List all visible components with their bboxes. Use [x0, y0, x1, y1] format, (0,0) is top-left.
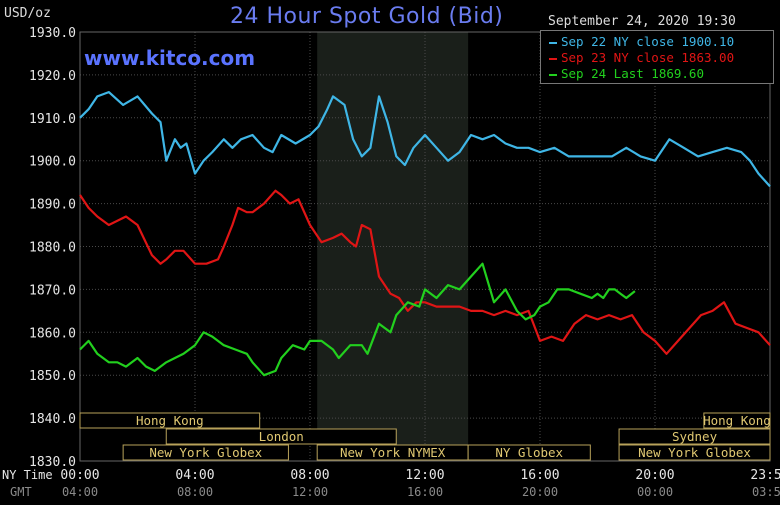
session-label: London	[259, 429, 304, 444]
session-bar-box	[618, 428, 771, 445]
x-tick-label-ny: 16:00	[520, 468, 559, 483]
x-tick-label-ny: 23:59	[750, 468, 780, 483]
y-tick-label: 1900.0	[29, 155, 76, 170]
chart-title: 24 Hour Spot Gold (Bid)	[230, 4, 504, 29]
y-tick-label: 1850.0	[29, 369, 76, 384]
price-units-label: USD/oz	[4, 6, 51, 21]
x-tick-label-gmt: 20:00	[522, 485, 558, 499]
session-label: Hong Kong	[703, 413, 771, 428]
kitco-website-link[interactable]: www.kitco.com	[84, 46, 256, 70]
y-tick-label: 1840.0	[29, 412, 76, 427]
session-bar: London	[165, 428, 397, 445]
session-label: NY Globex	[495, 445, 563, 460]
price-line-series-1	[79, 189, 771, 355]
session-bar: New York NYMEX	[316, 444, 469, 461]
x-tick-label-ny: 12:00	[405, 468, 444, 483]
x-axis-gmt-label: GMT	[10, 485, 32, 499]
x-tick-label-gmt: 03:59	[752, 485, 780, 499]
y-tick-label: 1830.0	[29, 455, 76, 470]
x-tick-label-ny: 08:00	[290, 468, 329, 483]
session-label: New York Globex	[638, 445, 751, 460]
x-tick-label-ny: 20:00	[635, 468, 674, 483]
x-tick-label-gmt: 08:00	[177, 485, 213, 499]
session-bar-box	[703, 412, 771, 429]
legend-label: Sep 24 Last 1869.60	[561, 66, 704, 81]
x-tick-label-ny: 04:00	[175, 468, 214, 483]
session-label: New York Globex	[149, 445, 262, 460]
x-tick-label-ny: 00:00	[60, 468, 99, 483]
chart-timestamp: September 24, 2020 19:30	[548, 14, 736, 29]
legend-swatch	[549, 73, 557, 76]
legend-entry-sep22: Sep 22 NY close 1900.10	[549, 34, 734, 49]
y-tick-label: 1870.0	[29, 283, 76, 298]
session-bar: Hong Kong	[79, 412, 261, 429]
legend-label: Sep 22 NY close 1900.10	[561, 34, 735, 49]
session-bar-box	[467, 444, 591, 461]
session-bar-box	[122, 444, 289, 461]
legend-swatch	[549, 57, 557, 60]
x-axis-ny-time-label: NY Time	[2, 468, 53, 482]
y-tick-label: 1910.0	[29, 112, 76, 127]
session-bar: New York Globex	[122, 444, 289, 461]
session-bar: Hong Kong	[703, 412, 771, 429]
session-bar-box	[79, 412, 261, 429]
x-tick-label-gmt: 00:00	[637, 485, 673, 499]
session-bar-box	[618, 444, 771, 461]
y-tick-label: 1930.0	[29, 26, 76, 41]
x-tick-label-gmt: 12:00	[292, 485, 328, 499]
price-line-series-2	[79, 262, 636, 377]
x-tick-label-gmt: 04:00	[62, 485, 98, 499]
session-bar: NY Globex	[467, 444, 591, 461]
y-tick-label: 1920.0	[29, 69, 76, 84]
session-label: New York NYMEX	[340, 445, 446, 460]
y-tick-label: 1880.0	[29, 241, 76, 256]
session-bar: New York Globex	[618, 444, 771, 461]
legend-label: Sep 23 NY close 1863.00	[561, 50, 735, 65]
session-bar-box	[165, 428, 397, 445]
x-tick-label-gmt: 16:00	[407, 485, 443, 499]
y-tick-label: 1890.0	[29, 198, 76, 213]
legend-entry-sep24: Sep 24 Last 1869.60	[549, 66, 704, 81]
y-tick-label: 1860.0	[29, 326, 76, 341]
session-label: Hong Kong	[136, 413, 204, 428]
legend-entry-sep23: Sep 23 NY close 1863.00	[549, 50, 734, 65]
price-line-series-0	[79, 90, 771, 188]
legend-swatch	[549, 41, 557, 44]
chart-legend: Sep 22 NY close 1900.10 Sep 23 NY close …	[540, 30, 774, 84]
plot-frame	[79, 31, 771, 462]
session-bar: Sydney	[618, 428, 771, 445]
session-label: Sydney	[672, 429, 718, 444]
